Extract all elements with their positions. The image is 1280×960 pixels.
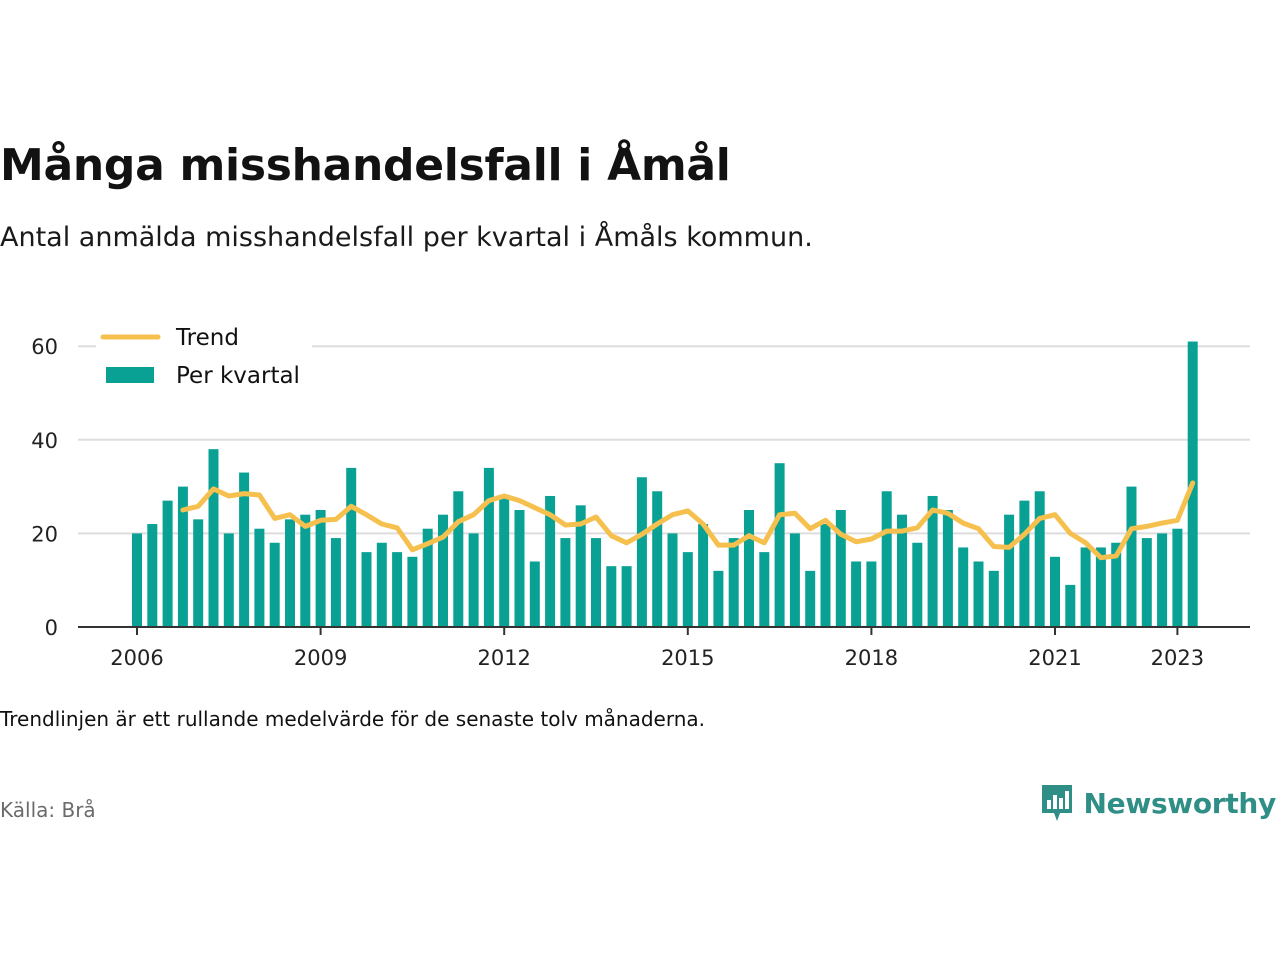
legend: Trend Per kvartal bbox=[96, 322, 312, 412]
bar bbox=[269, 542, 280, 627]
bar bbox=[285, 519, 295, 627]
bar bbox=[606, 566, 617, 627]
bar bbox=[820, 524, 831, 627]
bar bbox=[254, 528, 265, 627]
bar bbox=[881, 491, 892, 627]
bar bbox=[1004, 514, 1015, 627]
bar bbox=[239, 472, 250, 627]
bar bbox=[330, 538, 341, 627]
bar bbox=[988, 570, 999, 627]
x-tick-label: 2012 bbox=[477, 646, 530, 670]
y-tick-label: 0 bbox=[45, 616, 58, 640]
bar bbox=[866, 561, 877, 627]
bar bbox=[1080, 547, 1091, 627]
bar bbox=[667, 533, 678, 627]
x-tick-label: 2021 bbox=[1028, 646, 1081, 670]
bar bbox=[789, 533, 800, 627]
bar bbox=[177, 486, 188, 627]
chart-title: Många misshandelsfall i Åmål bbox=[0, 140, 731, 191]
bar bbox=[208, 449, 219, 627]
bar bbox=[1095, 547, 1106, 627]
bar bbox=[529, 561, 540, 627]
bar bbox=[407, 556, 418, 627]
bar bbox=[300, 514, 311, 627]
bar bbox=[438, 514, 448, 627]
bar bbox=[591, 538, 601, 627]
bar bbox=[575, 505, 586, 627]
bar bbox=[560, 538, 571, 627]
bar bbox=[1111, 542, 1122, 627]
source-label: Källa: Brå bbox=[0, 798, 96, 822]
trend-series bbox=[180, 480, 1196, 561]
bar bbox=[1034, 491, 1045, 627]
legend-bar-swatch bbox=[106, 367, 154, 383]
bar bbox=[1157, 533, 1168, 627]
bar bbox=[392, 552, 403, 627]
bar bbox=[361, 552, 372, 627]
brand-name: Newsworthy bbox=[1083, 786, 1277, 820]
bar bbox=[132, 533, 142, 627]
legend-trend-label: Trend bbox=[175, 325, 239, 351]
bar bbox=[958, 547, 969, 627]
y-tick-label: 60 bbox=[31, 335, 58, 359]
bar bbox=[1050, 556, 1060, 627]
bar bbox=[422, 528, 433, 627]
bar bbox=[162, 500, 173, 627]
bar bbox=[835, 510, 846, 627]
bar bbox=[545, 495, 556, 627]
bar bbox=[223, 533, 234, 627]
bar bbox=[468, 533, 479, 627]
trend-line bbox=[180, 480, 1196, 561]
bar bbox=[346, 467, 357, 627]
bar bbox=[1141, 538, 1152, 627]
bar bbox=[713, 570, 724, 627]
axes: 0 20 40 60 2006 2009 2012 2015 2018 2021 2023 bbox=[31, 335, 1250, 670]
x-tick-label: 2006 bbox=[110, 646, 163, 670]
bar bbox=[193, 519, 204, 627]
bar bbox=[453, 491, 464, 627]
bar bbox=[912, 542, 923, 627]
bar bbox=[1019, 500, 1030, 627]
bar bbox=[315, 510, 326, 627]
legend-bar-label: Per kvartal bbox=[176, 363, 300, 389]
bar bbox=[927, 495, 938, 627]
footnote: Trendlinjen är ett rullande medelvärde f… bbox=[0, 707, 706, 731]
bar bbox=[621, 566, 632, 627]
x-tick-label: 2023 bbox=[1151, 646, 1204, 670]
x-tick-label: 2009 bbox=[294, 646, 347, 670]
y-tick-label: 40 bbox=[31, 429, 58, 453]
bar bbox=[1065, 584, 1076, 627]
chart-subtitle: Antal anmälda misshandelsfall per kvarta… bbox=[0, 222, 813, 253]
bar bbox=[851, 561, 862, 627]
y-tick-label: 20 bbox=[31, 522, 58, 546]
bar bbox=[499, 495, 510, 627]
bar bbox=[682, 552, 693, 627]
bar bbox=[728, 538, 739, 627]
x-tick-label: 2015 bbox=[661, 646, 714, 670]
chart: 0 20 40 60 2006 2009 2012 2015 2018 2021 2023 Tren… bbox=[31, 322, 1250, 670]
brand-logo: Newsworthy bbox=[1040, 783, 1276, 823]
bar bbox=[744, 510, 754, 627]
bar bbox=[973, 561, 984, 627]
newsworthy-logo-icon bbox=[1041, 785, 1072, 821]
bar bbox=[636, 477, 647, 627]
bar bbox=[942, 510, 953, 627]
bar bbox=[514, 510, 525, 627]
bar bbox=[759, 552, 770, 627]
x-tick-label: 2018 bbox=[845, 646, 898, 670]
bar bbox=[1172, 528, 1183, 627]
bar bbox=[147, 524, 158, 627]
bar bbox=[483, 467, 494, 627]
bar bbox=[652, 491, 663, 627]
bar bbox=[897, 514, 907, 627]
bar bbox=[1126, 486, 1137, 627]
bar bbox=[376, 542, 387, 627]
bar bbox=[698, 524, 709, 627]
bar bbox=[805, 570, 816, 627]
bar bbox=[774, 463, 785, 627]
